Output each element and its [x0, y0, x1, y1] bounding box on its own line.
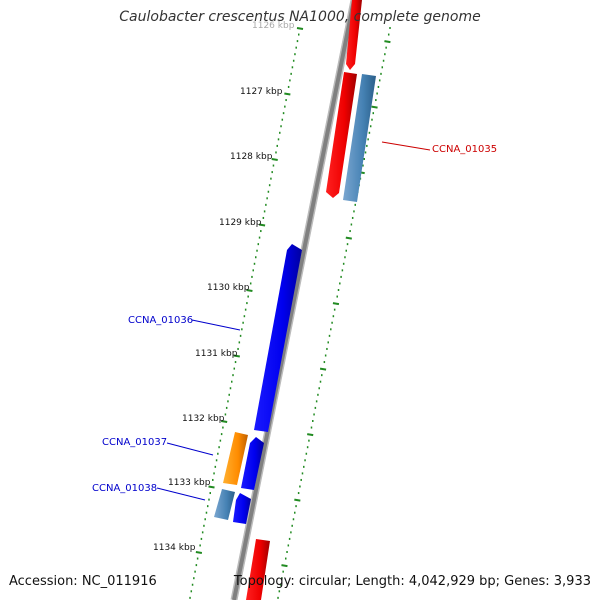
- map-title: Caulobacter crescentus NA1000, complete …: [119, 9, 481, 25]
- scale-label-1132: 1132 kbp: [182, 414, 225, 424]
- leader-line-ccna-01036: [191, 319, 241, 331]
- leader-line-ccna-01035: [381, 141, 431, 151]
- inner-tick-mark: [258, 223, 266, 227]
- gene-arrow-blue-lower-small[interactable]: [233, 493, 251, 524]
- gene-arrow-blue-ccna-01036[interactable]: [254, 244, 302, 432]
- outer-tick-mark: [384, 40, 391, 44]
- outer-tick-mark: [371, 105, 378, 109]
- inner-tick-mark: [246, 289, 253, 292]
- inner-tick-mark: [271, 158, 278, 161]
- scale-label-1133: 1133 kbp: [168, 478, 211, 488]
- scale-label-1127: 1127 kbp: [240, 87, 283, 97]
- inner-tick-mark: [220, 420, 228, 423]
- inner-tick-track: [189, 27, 304, 599]
- outer-tick-mark: [332, 302, 340, 306]
- outer-tick-track: [277, 27, 391, 599]
- gene-bar-orange-ccna-01037[interactable]: [223, 432, 248, 485]
- outer-tick-mark: [294, 498, 301, 502]
- gene-bar-steel-ccna-01038[interactable]: [214, 489, 235, 520]
- scale-label-top: 1126 kbp: [252, 21, 295, 31]
- genome-backbone-core: [232, 0, 356, 600]
- outer-tick-mark: [345, 236, 352, 240]
- inner-tick-mark: [195, 551, 203, 554]
- outer-tick-mark: [281, 564, 288, 568]
- gene-arrow-red-bottom[interactable]: [246, 539, 270, 600]
- scale-label-1131: 1131 kbp: [195, 349, 238, 359]
- accession-text: Accession: NC_011916: [9, 574, 157, 589]
- gene-label-ccna-01035[interactable]: CCNA_01035: [432, 144, 497, 155]
- inner-tick-mark: [296, 27, 304, 30]
- leader-line-ccna-01038: [156, 487, 206, 501]
- scale-labels: 1127 kbp 1128 kbp 1129 kbp 1130 kbp 1131…: [153, 87, 283, 553]
- gene-arrow-red-top[interactable]: [346, 0, 362, 70]
- outer-tick-mark: [319, 367, 327, 371]
- outer-tick-mark: [307, 433, 314, 437]
- summary-text: Topology: circular; Length: 4,042,929 bp…: [233, 574, 591, 589]
- leader-line-ccna-01037: [166, 442, 214, 456]
- scale-label-1130: 1130 kbp: [207, 283, 250, 293]
- inner-tick-mark: [284, 92, 291, 96]
- gene-label-ccna-01038[interactable]: CCNA_01038: [92, 483, 157, 494]
- scale-label-1129: 1129 kbp: [219, 218, 262, 228]
- gene-label-ccna-01036[interactable]: CCNA_01036: [128, 315, 193, 326]
- scale-label-1134: 1134 kbp: [153, 543, 196, 553]
- inner-tick-mark: [233, 354, 240, 358]
- gene-label-ccna-01037[interactable]: CCNA_01037: [102, 437, 167, 448]
- scale-label-1128: 1128 kbp: [230, 152, 273, 162]
- gene-arrow-blue-upper-small[interactable]: [241, 437, 264, 490]
- inner-tick-mark: [208, 485, 215, 489]
- gene-bar-steel-ccna-01035[interactable]: [343, 74, 376, 202]
- gene-arrow-red-ccna-01035[interactable]: [326, 72, 357, 198]
